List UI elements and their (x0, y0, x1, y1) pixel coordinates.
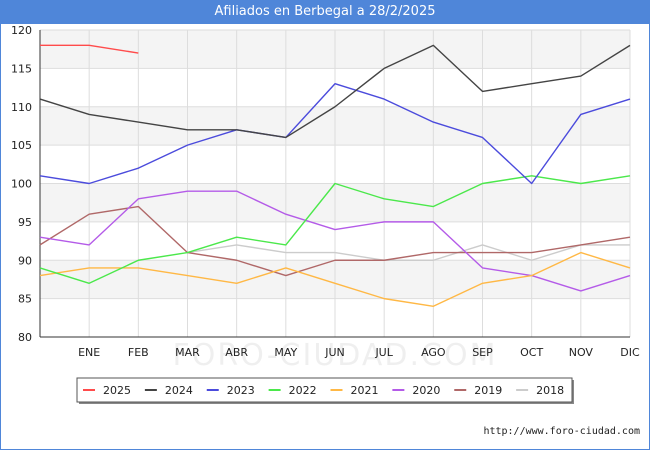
y-tick-label: 80 (18, 331, 32, 344)
y-tick-label: 105 (11, 139, 32, 152)
series-line-2022 (39, 175, 631, 284)
legend-label-2019: 2019 (474, 384, 502, 397)
series-line-2019 (39, 205, 631, 277)
series-line-2025 (40, 44, 139, 54)
x-tick-label: ABR (225, 346, 248, 359)
series-line-2024 (39, 44, 631, 139)
x-tick-label: NOV (569, 346, 594, 359)
legend-label-2024: 2024 (165, 384, 193, 397)
legend: 2025 2024 2023 2022 2021 2020 2019 2018 (76, 377, 574, 404)
axes (39, 30, 630, 338)
y-tick-label: 95 (18, 216, 32, 229)
x-tick-label: OCT (520, 346, 543, 359)
y-tick-label: 90 (18, 254, 32, 267)
series-line-2021 (39, 251, 631, 307)
y-tick-label: 120 (11, 24, 32, 37)
watermark: FORO-CIUDAD.COM (173, 338, 498, 373)
x-tick-label: JUN (324, 346, 345, 359)
series-line-2023 (39, 83, 631, 185)
y-tick-label: 85 (18, 293, 32, 306)
legend-box (76, 377, 573, 403)
legend-label-2021: 2021 (351, 384, 379, 397)
y-tick-label: 115 (11, 62, 32, 75)
y-tick-labels: 80 85 90 95 100 105 110 115 120 (11, 24, 32, 344)
legend-label-2025: 2025 (103, 384, 131, 397)
x-tick-label: SEP (472, 346, 493, 359)
x-tick-label: MAY (274, 346, 297, 359)
series-lines (39, 44, 631, 307)
y-tick-label: 110 (11, 101, 32, 114)
x-tick-label: DIC (620, 346, 640, 359)
x-tick-labels: ENE FEB MAR ABR MAY JUN JUL AGO SEP OCT NOV DIC (78, 346, 640, 359)
legend-label-2020: 2020 (412, 384, 440, 397)
y-tick-label: 100 (11, 178, 32, 191)
x-tick-label: FEB (128, 346, 149, 359)
legend-label-2018: 2018 (536, 384, 564, 397)
legend-label-2022: 2022 (289, 384, 317, 397)
source-url: http://www.foro-ciudad.com (483, 426, 640, 437)
x-tick-label: AGO (421, 346, 446, 359)
x-tick-label: JUL (374, 346, 393, 359)
x-tick-label: ENE (78, 346, 100, 359)
series-line-2018 (187, 244, 630, 261)
legend-label-2023: 2023 (227, 384, 255, 397)
chart-title: Afiliados en Berbegal a 28/2/2025 (0, 0, 650, 24)
x-tick-label: MAR (175, 346, 200, 359)
